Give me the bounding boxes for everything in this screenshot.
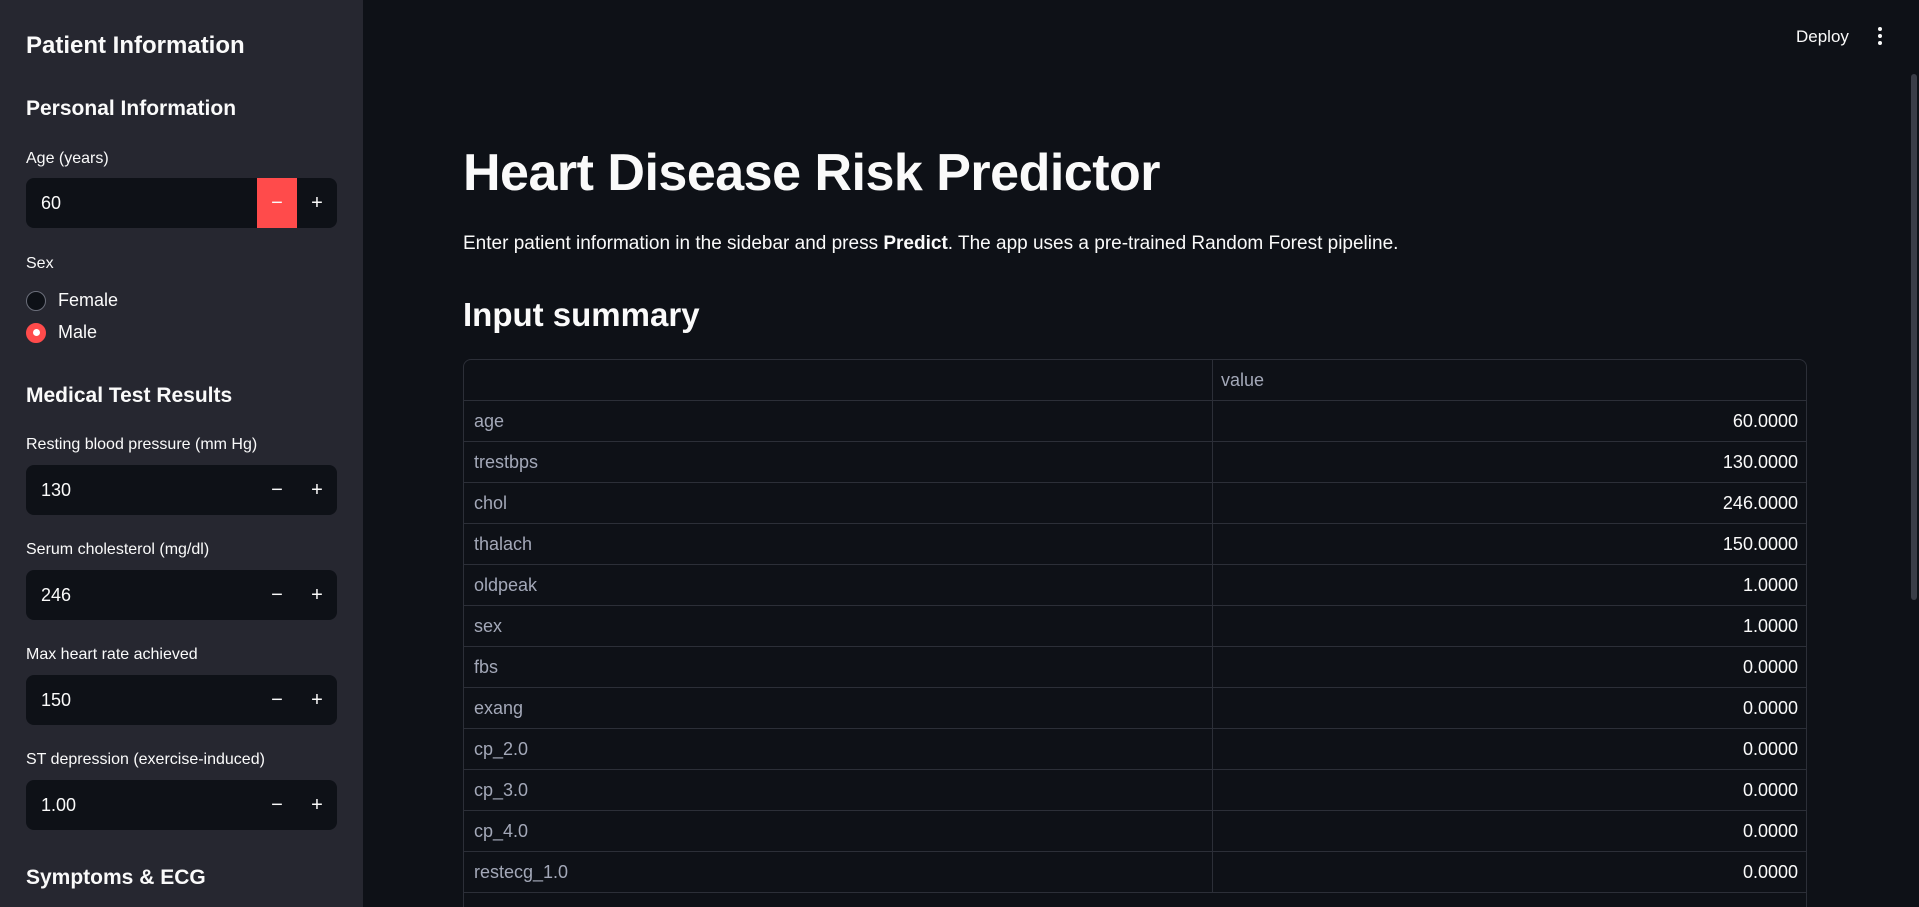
hr-input[interactable]: 150 − + xyxy=(26,675,337,725)
radio-checked-icon[interactable] xyxy=(26,322,46,343)
chol-value[interactable]: 246 xyxy=(41,584,72,605)
table-row: sex 1.0000 xyxy=(464,606,1806,647)
table-cell-value: 0.0000 xyxy=(1742,697,1798,718)
table-row: cp_4.0 0.0000 xyxy=(464,811,1806,852)
hr-label: Max heart rate achieved xyxy=(26,646,198,663)
table-row: age 60.0000 xyxy=(464,401,1806,442)
table-cell-value: 0.0000 xyxy=(1742,779,1798,800)
table-cell-value: 1.0000 xyxy=(1742,574,1798,595)
table-row: oldpeak 1.0000 xyxy=(464,565,1806,606)
table-header-index xyxy=(464,360,1213,400)
age-increment-button[interactable]: + xyxy=(311,191,323,214)
page-title: Heart Disease Risk Predictor xyxy=(463,144,1161,202)
table-cell-value: 0.0000 xyxy=(1742,820,1798,841)
hr-increment-button[interactable]: + xyxy=(311,688,323,711)
bp-input[interactable]: 130 − + xyxy=(26,465,337,515)
table-cell-value: 0.0000 xyxy=(1742,861,1798,882)
sex-option-female[interactable]: Female xyxy=(26,290,118,311)
st-decrement-button[interactable]: − xyxy=(271,793,283,816)
bp-decrement-button[interactable]: − xyxy=(271,478,283,501)
table-cell-feature: trestbps xyxy=(464,442,1213,482)
age-decrement-button[interactable]: − xyxy=(257,178,297,228)
table-row: restecg_1.0 0.0000 xyxy=(464,852,1806,893)
sex-label: Sex xyxy=(26,255,54,272)
table-cell-feature: exang xyxy=(464,688,1213,728)
st-increment-button[interactable]: + xyxy=(311,793,323,816)
intro-text-pre: Enter patient information in the sidebar… xyxy=(463,233,884,254)
table-cell-feature: fbs xyxy=(464,647,1213,687)
sex-option-label: Male xyxy=(58,322,98,342)
hr-decrement-button[interactable]: − xyxy=(271,688,283,711)
input-summary-table[interactable]: value age 60.0000 trestbps 130.0000 chol 24… xyxy=(463,359,1807,907)
hr-value[interactable]: 150 xyxy=(41,689,72,710)
table-row: chol 246.0000 xyxy=(464,483,1806,524)
symptoms-heading: Symptoms & ECG xyxy=(26,866,206,889)
table-row: thalach 150.0000 xyxy=(464,524,1806,565)
sex-option-label: Female xyxy=(58,290,119,310)
bp-value[interactable]: 130 xyxy=(41,479,72,500)
table-cell-feature: chol xyxy=(464,483,1213,523)
table-row: trestbps 130.0000 xyxy=(464,442,1806,483)
table-row: fbs 0.0000 xyxy=(464,647,1806,688)
table-cell-feature: cp_3.0 xyxy=(464,770,1213,810)
st-label: ST depression (exercise-induced) xyxy=(26,751,265,768)
deploy-button[interactable]: Deploy xyxy=(1796,27,1849,46)
sex-option-male[interactable]: Male xyxy=(26,322,97,343)
table-row: cp_3.0 0.0000 xyxy=(464,770,1806,811)
sidebar-title: Patient Information xyxy=(26,32,245,59)
sidebar: Patient Information Personal Information… xyxy=(0,0,363,907)
st-value[interactable]: 1.00 xyxy=(41,794,77,815)
chol-increment-button[interactable]: + xyxy=(311,583,323,606)
intro-text: Enter patient information in the sidebar… xyxy=(463,233,1398,255)
table-header-value[interactable]: value xyxy=(1221,369,1265,390)
table-cell-value: 130.0000 xyxy=(1722,451,1798,472)
table-cell-value: 150.0000 xyxy=(1722,533,1798,554)
table-cell-value: 0.0000 xyxy=(1742,738,1798,759)
input-summary-heading: Input summary xyxy=(463,296,700,333)
personal-info-heading: Personal Information xyxy=(26,97,237,120)
table-header-row: value xyxy=(464,360,1806,401)
table-row: exang 0.0000 xyxy=(464,688,1806,729)
table-row: cp_2.0 0.0000 xyxy=(464,729,1806,770)
age-label: Age (years) xyxy=(26,150,109,167)
intro-text-post: . The app uses a pre-trained Random Fore… xyxy=(947,233,1399,254)
table-cell-feature: age xyxy=(464,401,1213,441)
bp-increment-button[interactable]: + xyxy=(311,478,323,501)
age-input[interactable]: 60 − + xyxy=(26,178,337,228)
medical-test-heading: Medical Test Results xyxy=(26,384,233,407)
table-cell-feature: cp_4.0 xyxy=(464,811,1213,851)
st-input[interactable]: 1.00 − + xyxy=(26,780,337,830)
table-cell-feature: thalach xyxy=(464,524,1213,564)
table-cell-feature: restecg_1.0 xyxy=(464,852,1213,892)
bp-label: Resting blood pressure (mm Hg) xyxy=(26,436,258,453)
table-cell-feature: oldpeak xyxy=(464,565,1213,605)
scrollbar[interactable] xyxy=(1911,74,1917,600)
radio-unchecked-icon[interactable] xyxy=(26,290,46,311)
age-value[interactable]: 60 xyxy=(41,192,62,213)
chol-input[interactable]: 246 − + xyxy=(26,570,337,620)
chol-label: Serum cholesterol (mg/dl) xyxy=(26,541,210,558)
table-cell-value: 246.0000 xyxy=(1722,492,1798,513)
vertical-dots-icon[interactable] xyxy=(1874,24,1886,48)
table-cell-feature: cp_2.0 xyxy=(464,729,1213,769)
table-cell-feature: sex xyxy=(464,606,1213,646)
table-cell-value: 0.0000 xyxy=(1742,656,1798,677)
chol-decrement-button[interactable]: − xyxy=(271,583,283,606)
table-cell-value: 1.0000 xyxy=(1742,615,1798,636)
intro-text-bold: Predict xyxy=(883,233,948,254)
table-cell-value: 60.0000 xyxy=(1732,410,1798,431)
